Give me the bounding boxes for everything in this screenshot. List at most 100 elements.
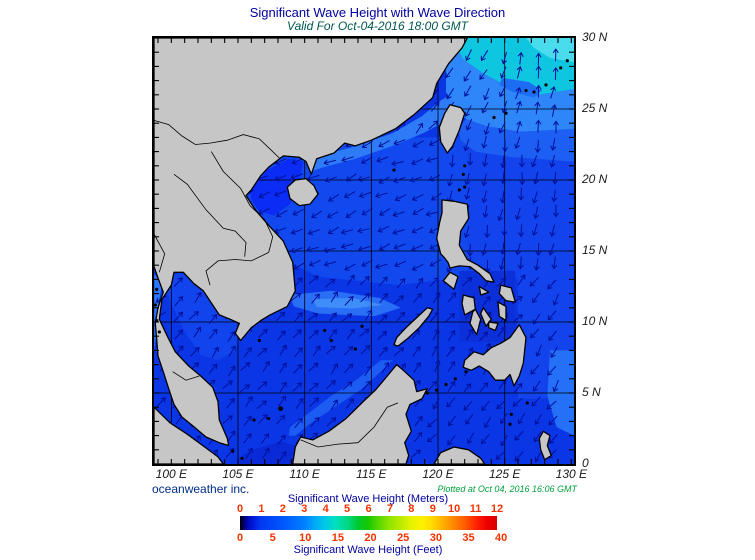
- wave-direction-arrow: [427, 380, 437, 391]
- credit-text: oceanweather inc.: [152, 482, 250, 496]
- wave-direction-arrow: [393, 243, 406, 250]
- wave-direction-arrow: [550, 138, 557, 151]
- wave-direction-arrow: [326, 211, 339, 219]
- wave-direction-arrow: [311, 293, 320, 304]
- wave-direction-arrow: [394, 347, 405, 357]
- wave-direction-arrow: [411, 194, 424, 202]
- island-speck: [504, 111, 508, 115]
- island-speck: [457, 188, 461, 192]
- wave-direction-arrow: [346, 328, 355, 340]
- wave-direction-arrow: [208, 328, 218, 340]
- wave-direction-arrow: [377, 330, 388, 340]
- island-speck: [240, 456, 244, 460]
- wave-direction-arrow: [290, 228, 303, 235]
- wave-direction-arrow: [517, 51, 524, 65]
- wave-direction-arrow: [548, 415, 558, 426]
- island-speck: [252, 418, 256, 422]
- wave-direction-arrow: [481, 190, 488, 204]
- wave-direction-arrow: [258, 191, 271, 199]
- island-speck: [278, 406, 284, 412]
- island-speck: [453, 377, 457, 381]
- wave-direction-arrow: [549, 224, 556, 237]
- wave-direction-arrow: [208, 363, 218, 374]
- wave-direction-arrow: [396, 278, 406, 289]
- wave-direction-arrow: [393, 176, 406, 184]
- wave-direction-arrow: [463, 225, 470, 239]
- meters-tick: 5: [344, 503, 351, 515]
- wave-direction-arrow: [275, 311, 286, 322]
- wave-direction-arrow: [277, 330, 286, 341]
- wave-direction-arrow: [530, 328, 540, 339]
- wave-direction-arrow: [515, 242, 521, 256]
- wave-direction-arrow: [427, 418, 438, 428]
- wave-direction-arrow: [290, 292, 302, 302]
- wave-direction-arrow: [308, 382, 319, 392]
- wave-direction-arrow: [211, 346, 219, 359]
- country-border: [300, 402, 399, 448]
- wave-direction-arrow: [428, 139, 441, 147]
- wave-direction-arrow: [428, 120, 439, 130]
- land-polygon: [153, 37, 468, 447]
- wave-direction-arrow: [328, 193, 340, 202]
- wave-direction-arrow: [226, 397, 235, 409]
- country-border: [153, 233, 166, 273]
- meters-tick: 10: [448, 503, 461, 515]
- wave-direction-arrow: [512, 397, 523, 407]
- meters-tick: 2: [279, 503, 286, 515]
- wave-direction-arrow: [323, 159, 336, 166]
- wave-direction-arrow: [260, 433, 269, 444]
- wave-direction-arrow: [479, 382, 489, 393]
- island-speck: [267, 416, 271, 421]
- wave-direction-arrow: [430, 311, 439, 322]
- wave-direction-arrow: [519, 172, 526, 186]
- wave-direction-arrow: [501, 223, 508, 237]
- island-speck: [155, 287, 159, 291]
- wave-direction-arrow: [484, 225, 491, 239]
- land-polygon: [292, 363, 428, 465]
- wave-direction-arrow: [481, 173, 488, 187]
- wave-direction-arrow: [293, 312, 303, 323]
- wave-direction-arrow: [227, 330, 236, 342]
- wave-direction-arrow: [518, 224, 525, 238]
- island-speck: [257, 338, 261, 343]
- wave-direction-arrow: [290, 173, 303, 180]
- island-speck: [360, 324, 364, 328]
- wave-direction-arrow: [311, 210, 323, 219]
- wave-direction-arrow: [379, 242, 391, 251]
- wave-direction-arrow: [357, 227, 370, 234]
- wave-direction-arrow: [447, 380, 456, 392]
- wave-direction-arrow: [552, 380, 559, 393]
- wave-direction-arrow: [392, 211, 405, 218]
- wave-direction-arrow: [411, 158, 424, 166]
- wave-direction-arrow: [378, 346, 388, 357]
- wave-direction-arrow: [378, 276, 388, 287]
- wave-direction-arrow: [480, 243, 487, 256]
- wave-direction-arrow: [531, 223, 538, 236]
- wave-direction-arrow: [531, 191, 538, 204]
- wave-direction-arrow: [482, 205, 489, 219]
- wave-direction-arrow: [534, 413, 543, 425]
- wave-direction-arrow: [535, 344, 542, 357]
- wave-direction-arrow: [516, 100, 523, 114]
- lat-label: 0: [582, 456, 589, 470]
- wave-direction-arrow: [306, 246, 319, 253]
- wave-direction-arrow: [500, 171, 507, 185]
- wave-direction-arrow: [344, 263, 356, 271]
- feet-tick: 10: [299, 532, 312, 544]
- wave-direction-arrow: [273, 190, 287, 197]
- wave-direction-arrow: [413, 361, 421, 373]
- wave-direction-arrow: [156, 397, 166, 407]
- wave-direction-arrow: [498, 85, 506, 98]
- feet-tick: 35: [462, 532, 475, 544]
- island-speck: [559, 66, 563, 70]
- wave-direction-arrow: [364, 365, 372, 377]
- wave-direction-arrow: [308, 330, 319, 340]
- wave-direction-arrow: [190, 347, 200, 357]
- wave-direction-arrow: [463, 400, 473, 411]
- wave-direction-arrow: [345, 173, 357, 182]
- wave-direction-arrow: [381, 361, 390, 374]
- wave-direction-arrow: [465, 414, 474, 425]
- wave-direction-arrow: [227, 430, 236, 442]
- wave-direction-arrow: [307, 229, 320, 236]
